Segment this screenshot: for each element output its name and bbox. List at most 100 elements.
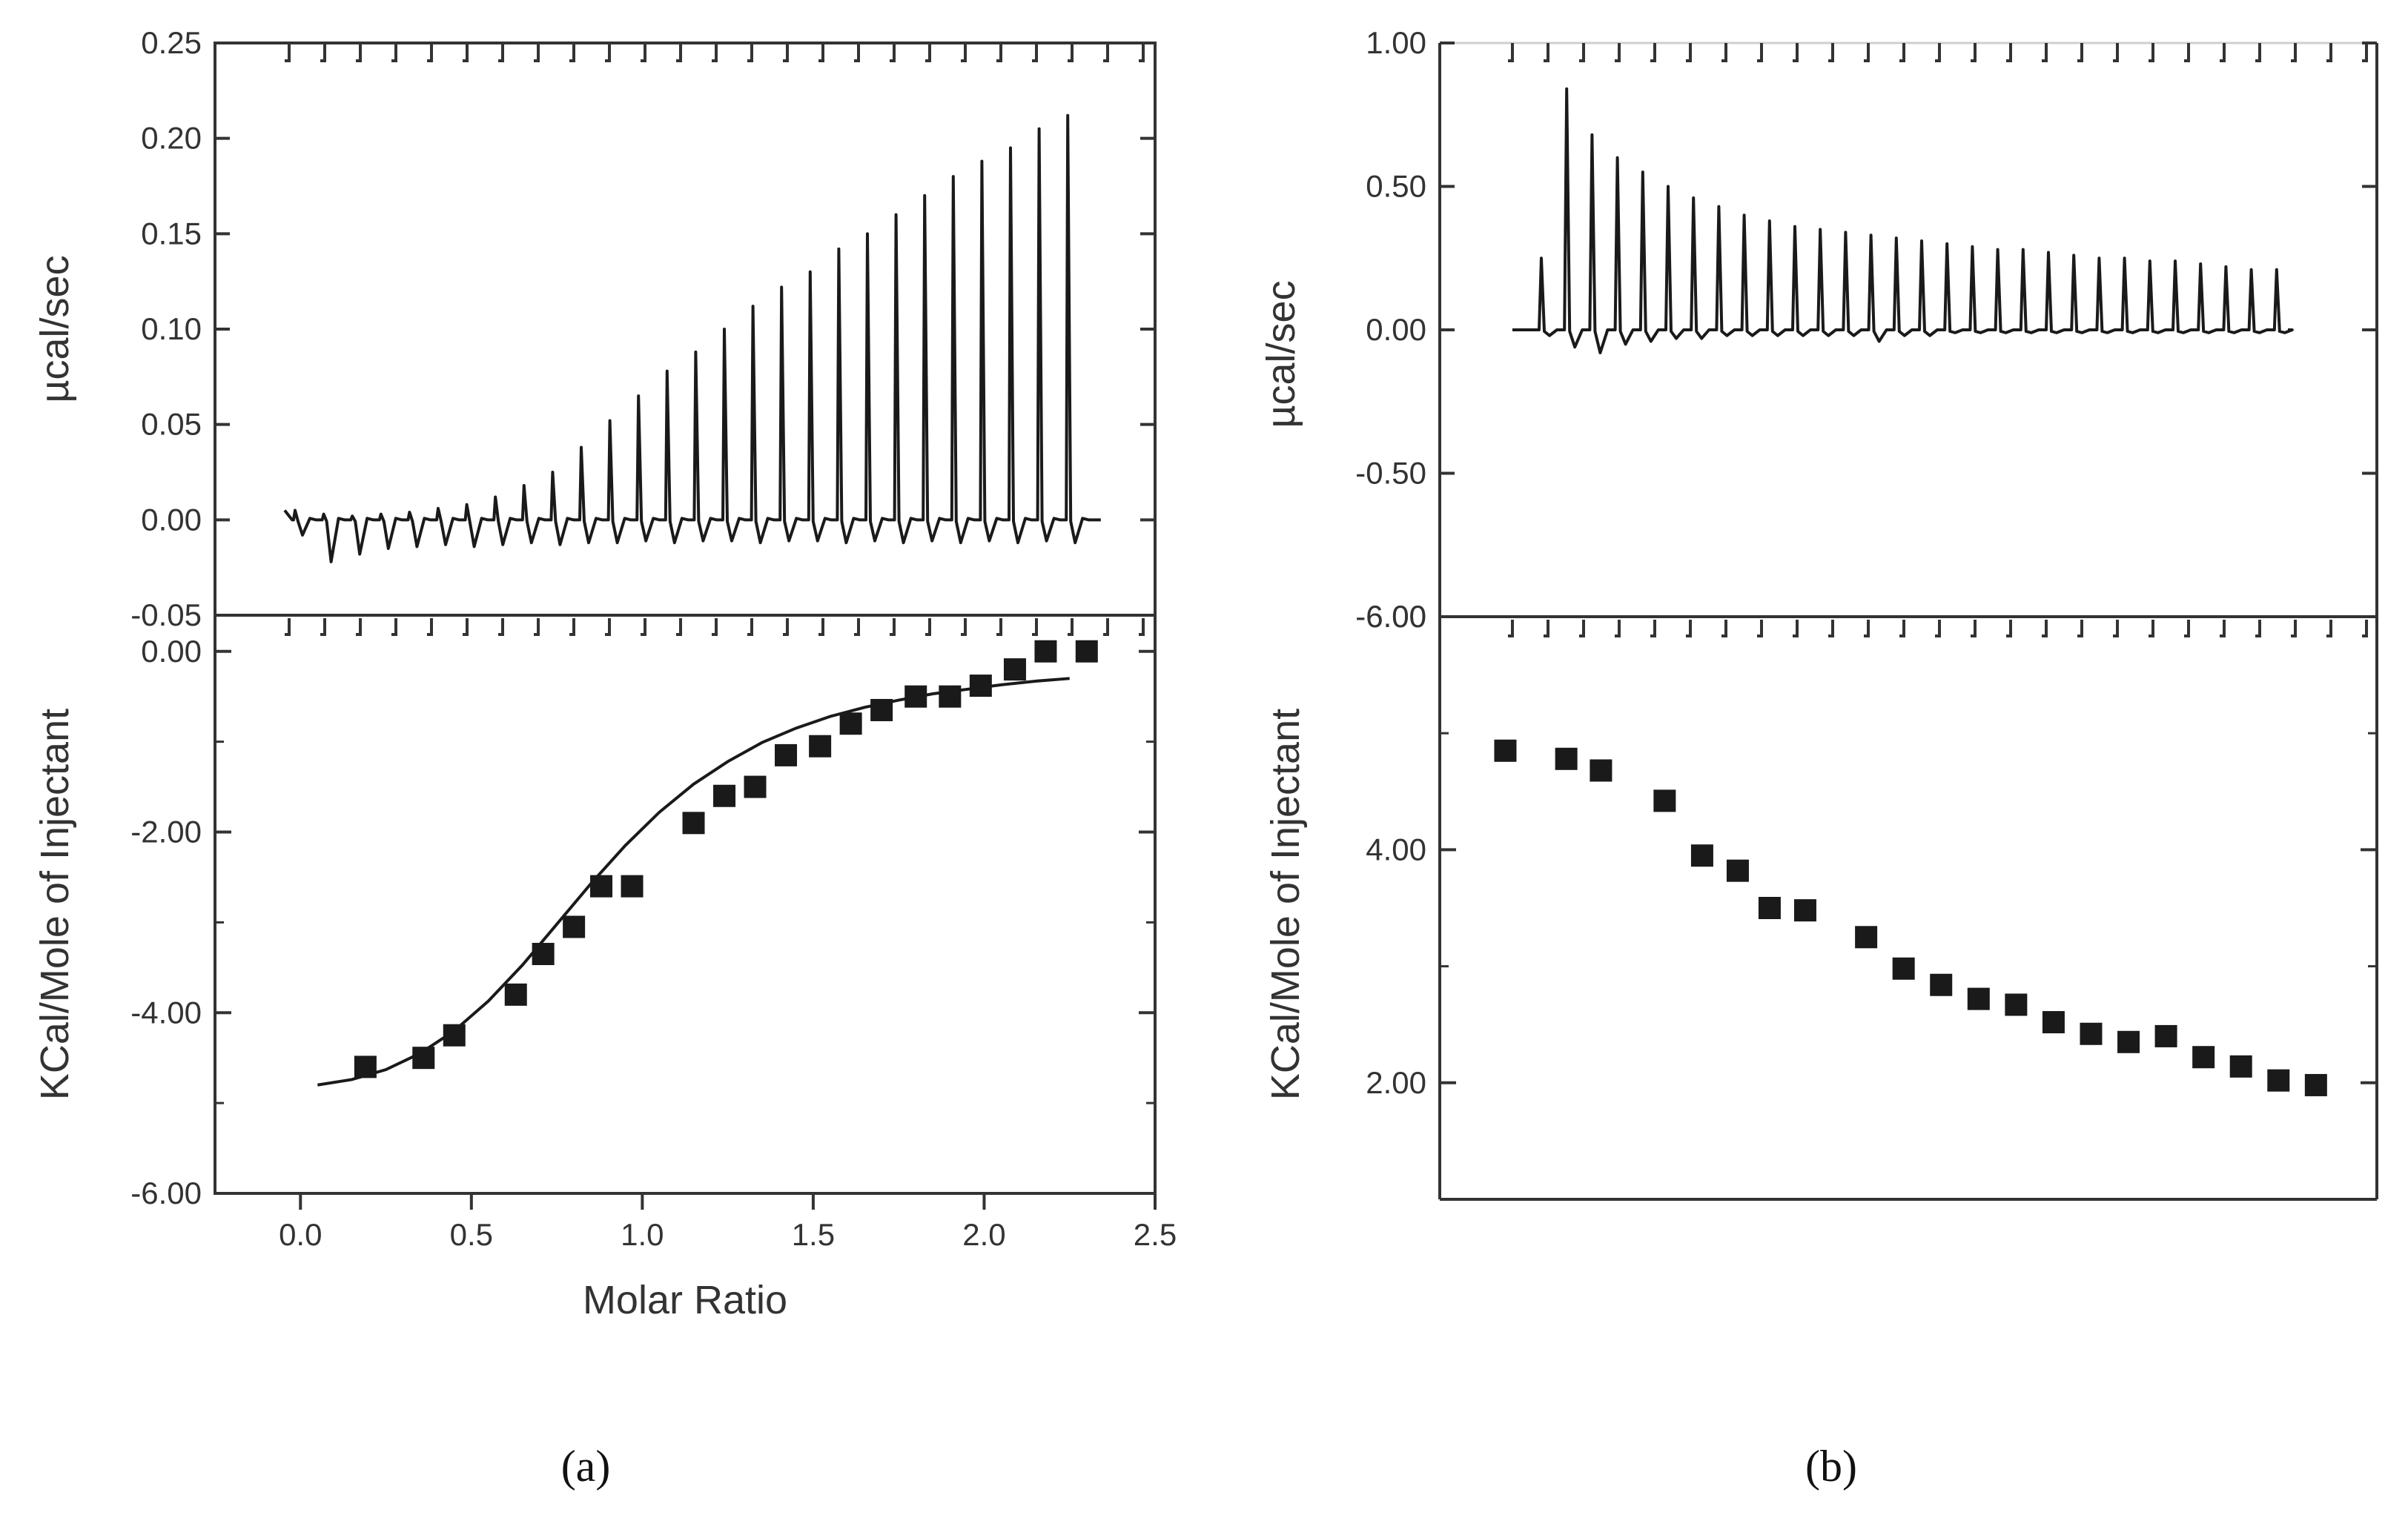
a-top-ytick-label: 0.05 <box>141 407 202 442</box>
b-top-injection-mark <box>1686 43 1692 62</box>
panel-a: -0.050.000.050.100.150.200.25 -6.00-4.00… <box>33 25 1177 1491</box>
a-bottom-data-point <box>809 735 832 758</box>
b-bottom-data-point <box>1690 844 1713 867</box>
b-top-injection-mark <box>2042 43 2048 62</box>
b-bottom-data-point <box>1653 789 1676 812</box>
b-bottom-injection-mark <box>2291 620 2297 637</box>
b-bottom-data-point <box>2267 1069 2290 1092</box>
a-bottom-data-point <box>532 943 555 966</box>
b-bottom-injection-mark <box>1579 620 1585 637</box>
b-top-ytick-label: 0.00 <box>1366 312 1426 347</box>
panel-a-top-plot: -0.05 0.00 0.05 0.10 0.15 0.20 0.25 <box>130 25 1155 632</box>
a-bottom-injection-mark <box>961 618 967 636</box>
a-top-injection-mark <box>605 43 611 62</box>
b-bottom-data-point <box>2304 1073 2327 1096</box>
a-bottom-data-point <box>839 712 862 735</box>
b-bottom-data-point <box>2192 1046 2215 1069</box>
a-bottom-injection-mark <box>1032 618 1038 636</box>
b-top-injection-mark <box>1721 43 1727 62</box>
a-bottom-injection-mark <box>1068 618 1074 636</box>
a-top-injection-mark <box>676 43 682 62</box>
a-top-injection-mark <box>1139 43 1145 62</box>
b-bottom-data-point <box>1930 973 1953 996</box>
b-top-injection-mark <box>2184 43 2190 62</box>
a-bottom-data-point <box>744 775 767 798</box>
b-top-injection-mark <box>1899 43 1905 62</box>
b-top-injection-mark <box>2149 43 2154 62</box>
a-top-ytick-label: 0.20 <box>141 121 202 156</box>
b-top-injection-mark <box>1971 43 1977 62</box>
a-bottom-data-point <box>904 685 927 708</box>
b-top-injection-mark <box>1757 43 1763 62</box>
a-bottom-injection-mark <box>641 618 646 636</box>
a-top-injection-mark <box>890 43 896 62</box>
a-bottom-injection-mark <box>890 618 896 636</box>
b-top-injection-mark <box>2326 43 2332 62</box>
a-top-injection-mark <box>747 43 753 62</box>
a-top-injection-mark <box>320 43 326 62</box>
b-bottom-injection-mark <box>1899 620 1905 637</box>
a-top-injection-mark <box>356 43 362 62</box>
b-bottom-injection-mark <box>1935 620 1941 637</box>
b-bottom-injection-mark <box>2184 620 2190 637</box>
b-bottom-injection-mark <box>1508 620 1514 637</box>
b-bottom-injection-mark <box>2006 620 2012 637</box>
a-top-ytick-label: -0.05 <box>130 597 202 632</box>
b-bottom-injection-mark <box>1793 620 1799 637</box>
a-bottom-injection-mark <box>427 618 433 636</box>
panel-a-label: (a) <box>561 1442 611 1491</box>
b-bottom-injection-mark <box>1544 620 1549 637</box>
b-top-ytick-label: -6.00 <box>1355 599 1426 634</box>
b-bottom-data-point <box>2117 1030 2140 1053</box>
a-bottom-data-point <box>969 675 992 697</box>
a-bottom-injection-mark <box>569 618 575 636</box>
panel-a-top-ylabel: µcal/sec <box>33 255 77 402</box>
a-bottom-xtick-label: 2.5 <box>1134 1217 1177 1252</box>
a-bottom-xtick-label: 2.0 <box>962 1217 1005 1252</box>
panel-a-bottom-ylabel: KCal/Mole of Injectant <box>33 709 77 1100</box>
a-bottom-injection-mark <box>1103 618 1109 636</box>
a-bottom-injection-mark <box>996 618 1002 636</box>
panel-a-bottom-plot: -6.00 -4.00 -2.00 0.00 0.0 0.5 1.0 1.5 2.0 2.5 <box>130 618 1177 1252</box>
a-top-injection-mark <box>818 43 824 62</box>
a-bottom-ytick-label: -6.00 <box>130 1176 202 1210</box>
a-top-thermogram-line <box>283 113 1101 563</box>
b-top-injection-mark <box>1864 43 1870 62</box>
a-bottom-data-point <box>412 1047 435 1070</box>
b-bottom-data-point <box>2005 993 2028 1016</box>
b-bottom-data-point <box>1758 897 1781 919</box>
b-top-injection-mark <box>1793 43 1799 62</box>
b-top-ytick-label: -0.50 <box>1355 456 1426 491</box>
b-top-injection-mark <box>1508 43 1514 62</box>
panel-a-frame <box>214 42 1157 1195</box>
b-top-injection-mark <box>1650 43 1656 62</box>
a-bottom-injection-mark <box>391 618 397 636</box>
b-bottom-injection-mark <box>2113 620 2119 637</box>
a-top-injection-mark <box>391 43 397 62</box>
b-top-injection-mark <box>2006 43 2012 62</box>
b-bottom-injection-mark <box>1971 620 1977 637</box>
a-bottom-data-point <box>590 875 613 898</box>
b-bottom-injection-mark <box>2042 620 2048 637</box>
a-bottom-ytick-label: -4.00 <box>130 995 202 1030</box>
b-top-injection-mark <box>1579 43 1585 62</box>
b-bottom-data-point <box>2229 1055 2252 1078</box>
b-bottom-injection-mark <box>1828 620 1834 637</box>
a-top-injection-mark <box>854 43 860 62</box>
a-bottom-data-point <box>621 875 644 898</box>
a-bottom-ytick-label: 0.00 <box>141 634 202 669</box>
a-bottom-injection-mark <box>676 618 682 636</box>
a-bottom-data-point <box>1003 658 1026 681</box>
b-bottom-ytick-label: 4.00 <box>1366 832 1426 866</box>
a-top-injection-mark <box>925 43 931 62</box>
a-bottom-data-point <box>713 784 736 807</box>
a-top-injection-mark <box>1103 43 1109 62</box>
b-bottom-data-point <box>1726 859 1749 882</box>
a-bottom-data-point <box>563 915 586 938</box>
a-bottom-injection-mark <box>356 618 362 636</box>
a-top-injection-mark <box>712 43 718 62</box>
b-bottom-injection-mark <box>2255 620 2261 637</box>
a-bottom-xtick-label: 0.5 <box>450 1217 493 1252</box>
b-bottom-injection-mark <box>1650 620 1656 637</box>
a-top-ytick-label: 0.00 <box>141 502 202 537</box>
